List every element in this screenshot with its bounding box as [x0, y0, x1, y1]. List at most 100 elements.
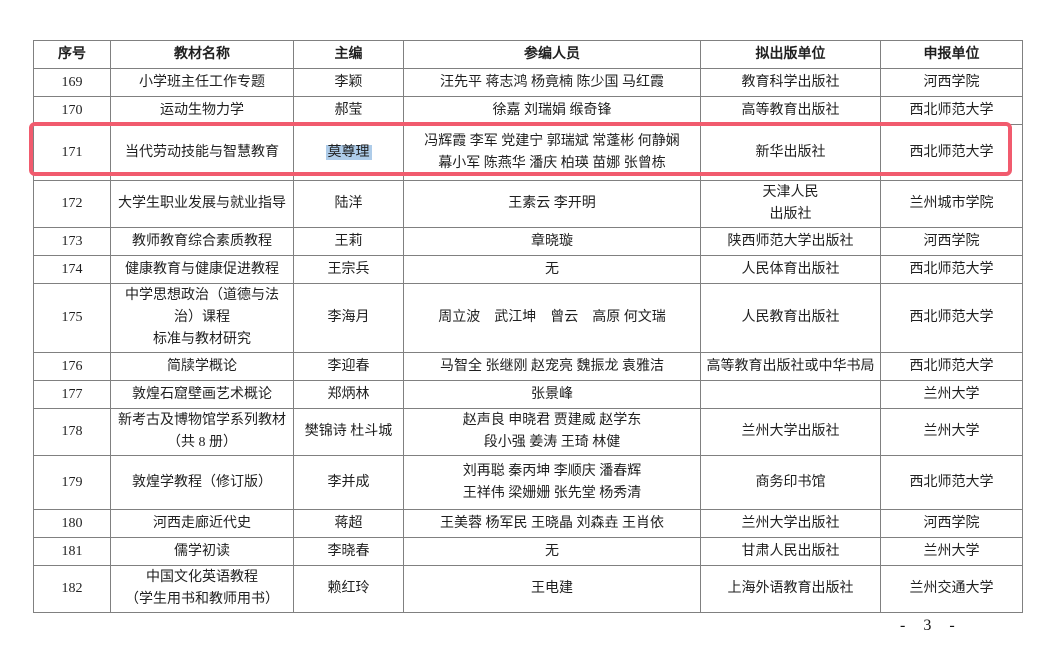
- table-row-171-highlighted: 171 当代劳动技能与智慧教育 莫尊理 冯辉霞 李军 党建宁 郭瑞斌 常蓬彬 何…: [33, 124, 1023, 181]
- cell-textbook-name: 敦煌石窟壁画艺术概论: [110, 380, 294, 409]
- col-header-textbook-name: 教材名称: [110, 40, 294, 69]
- cell-applicant: 西北师范大学: [880, 352, 1023, 381]
- cell-serial: 173: [33, 227, 111, 256]
- cell-serial: 175: [33, 283, 111, 353]
- cell-contributors: 王电建: [403, 565, 701, 613]
- cell-publisher: 人民教育出版社: [700, 283, 881, 353]
- cell-applicant: 西北师范大学: [880, 255, 1023, 284]
- cell-serial: 182: [33, 565, 111, 613]
- table-row-179: 179 敦煌学教程（修订版） 李并成 刘再聪 秦丙坤 李顺庆 潘春辉 王祥伟 梁…: [33, 455, 1023, 510]
- cell-contributors: 周立波 武江坤 曾云 高原 何文瑞: [403, 283, 701, 353]
- cell-chief-editor: 郑炳林: [293, 380, 404, 409]
- cell-chief-editor: 王宗兵: [293, 255, 404, 284]
- cell-serial: 174: [33, 255, 111, 284]
- cell-publisher: 人民体育出版社: [700, 255, 881, 284]
- cell-chief-editor: 李迎春: [293, 352, 404, 381]
- cell-publisher: 商务印书馆: [700, 455, 881, 510]
- cell-chief-editor: 赖红玲: [293, 565, 404, 613]
- cell-contributors: 无: [403, 255, 701, 284]
- cell-contributors: 王美蓉 杨军民 王晓晶 刘森垚 王肖依: [403, 509, 701, 538]
- table-row-172: 172 大学生职业发展与就业指导 陆洋 王素云 李开明 天津人民 出版社 兰州城…: [33, 180, 1023, 228]
- cell-contributors: 无: [403, 537, 701, 566]
- table-header-row: 序号 教材名称 主编 参编人员 拟出版单位 申报单位: [33, 40, 1023, 69]
- cell-textbook-name: 河西走廊近代史: [110, 509, 294, 538]
- cell-publisher: 新华出版社: [700, 124, 881, 181]
- cell-publisher: 教育科学出版社: [700, 68, 881, 97]
- cell-serial: 179: [33, 455, 111, 510]
- cell-chief-editor: 陆洋: [293, 180, 404, 228]
- cell-contributors: 汪先平 蒋志鸿 杨竟楠 陈少国 马红霞: [403, 68, 701, 97]
- cell-applicant: 西北师范大学: [880, 96, 1023, 125]
- cell-serial: 177: [33, 380, 111, 409]
- cell-publisher: 高等教育出版社或中华书局: [700, 352, 881, 381]
- table-row-170: 170 运动生物力学 郝莹 徐嘉 刘瑞娟 缑奇锋 高等教育出版社 西北师范大学: [33, 96, 1023, 125]
- cell-contributors: 张景峰: [403, 380, 701, 409]
- cell-serial: 170: [33, 96, 111, 125]
- cell-textbook-name: 健康教育与健康促进教程: [110, 255, 294, 284]
- cell-applicant: 兰州大学: [880, 408, 1023, 456]
- cell-applicant: 兰州大学: [880, 380, 1023, 409]
- cell-contributors: 冯辉霞 李军 党建宁 郭瑞斌 常蓬彬 何静娴 幕小军 陈燕华 潘庆 柏瑛 苗娜 …: [403, 124, 701, 181]
- textbook-table-wrapper: 序号 教材名称 主编 参编人员 拟出版单位 申报单位 169 小学班主任工作专题…: [29, 40, 1023, 613]
- cell-textbook-name: 儒学初读: [110, 537, 294, 566]
- col-header-applicant: 申报单位: [880, 40, 1023, 69]
- textbook-approval-table: 序号 教材名称 主编 参编人员 拟出版单位 申报单位 169 小学班主任工作专题…: [33, 40, 1023, 613]
- table-row-181: 181 儒学初读 李晓春 无 甘肃人民出版社 兰州大学: [33, 537, 1023, 566]
- cell-chief-editor: 李并成: [293, 455, 404, 510]
- cell-chief-editor: 王莉: [293, 227, 404, 256]
- cell-textbook-name: 小学班主任工作专题: [110, 68, 294, 97]
- cell-textbook-name: 大学生职业发展与就业指导: [110, 180, 294, 228]
- cell-applicant: 河西学院: [880, 227, 1023, 256]
- cell-publisher: 高等教育出版社: [700, 96, 881, 125]
- cell-textbook-name: 当代劳动技能与智慧教育: [110, 124, 294, 181]
- cell-textbook-name: 敦煌学教程（修订版）: [110, 455, 294, 510]
- cell-chief-editor: 李颖: [293, 68, 404, 97]
- cell-textbook-name: 运动生物力学: [110, 96, 294, 125]
- cell-applicant: 西北师范大学: [880, 283, 1023, 353]
- table-row-176: 176 简牍学概论 李迎春 马智全 张继刚 赵宠亮 魏振龙 袁雅洁 高等教育出版…: [33, 352, 1023, 381]
- cell-serial: 178: [33, 408, 111, 456]
- cell-serial: 172: [33, 180, 111, 228]
- col-header-publisher: 拟出版单位: [700, 40, 881, 69]
- page-number: - 3 -: [900, 617, 956, 634]
- cell-applicant: 西北师范大学: [880, 455, 1023, 510]
- cell-chief-editor: 李海月: [293, 283, 404, 353]
- cell-applicant: 河西学院: [880, 509, 1023, 538]
- cell-textbook-name: 简牍学概论: [110, 352, 294, 381]
- table-row-173: 173 教师教育综合素质教程 王莉 章晓璇 陕西师范大学出版社 河西学院: [33, 227, 1023, 256]
- cell-applicant: 兰州城市学院: [880, 180, 1023, 228]
- cell-applicant: 兰州交通大学: [880, 565, 1023, 613]
- cell-applicant: 河西学院: [880, 68, 1023, 97]
- cell-publisher: 兰州大学出版社: [700, 408, 881, 456]
- cell-chief-editor: 莫尊理: [293, 124, 404, 181]
- cell-serial: 171: [33, 124, 111, 181]
- table-row-174: 174 健康教育与健康促进教程 王宗兵 无 人民体育出版社 西北师范大学: [33, 255, 1023, 284]
- table-row-182: 182 中国文化英语教程 （学生用书和教师用书） 赖红玲 王电建 上海外语教育出…: [33, 565, 1023, 613]
- cell-contributors: 徐嘉 刘瑞娟 缑奇锋: [403, 96, 701, 125]
- cell-textbook-name: 新考古及博物馆学系列教材 （共 8 册）: [110, 408, 294, 456]
- table-row-178: 178 新考古及博物馆学系列教材 （共 8 册） 樊锦诗 杜斗城 赵声良 申晓君…: [33, 408, 1023, 456]
- col-header-serial: 序号: [33, 40, 111, 69]
- cell-serial: 169: [33, 68, 111, 97]
- table-row-180: 180 河西走廊近代史 蒋超 王美蓉 杨军民 王晓晶 刘森垚 王肖依 兰州大学出…: [33, 509, 1023, 538]
- cell-contributors: 马智全 张继刚 赵宠亮 魏振龙 袁雅洁: [403, 352, 701, 381]
- cell-textbook-name: 中学思想政治（道德与法治）课程 标准与教材研究: [110, 283, 294, 353]
- cell-contributors: 章晓璇: [403, 227, 701, 256]
- cell-chief-editor: 蒋超: [293, 509, 404, 538]
- cell-publisher: 陕西师范大学出版社: [700, 227, 881, 256]
- selected-text-chief-editor[interactable]: 莫尊理: [325, 144, 372, 160]
- col-header-chief-editor: 主编: [293, 40, 404, 69]
- cell-serial: 180: [33, 509, 111, 538]
- col-header-contributors: 参编人员: [403, 40, 701, 69]
- cell-contributors: 王素云 李开明: [403, 180, 701, 228]
- cell-chief-editor: 樊锦诗 杜斗城: [293, 408, 404, 456]
- cell-contributors: 赵声良 申晓君 贾建威 赵学东 段小强 姜涛 王琦 林健: [403, 408, 701, 456]
- cell-publisher: 上海外语教育出版社: [700, 565, 881, 613]
- cell-contributors: 刘再聪 秦丙坤 李顺庆 潘春辉 王祥伟 梁姗姗 张先堂 杨秀清: [403, 455, 701, 510]
- table-row-169: 169 小学班主任工作专题 李颖 汪先平 蒋志鸿 杨竟楠 陈少国 马红霞 教育科…: [33, 68, 1023, 97]
- cell-serial: 176: [33, 352, 111, 381]
- cell-publisher: 天津人民 出版社: [700, 180, 881, 228]
- cell-publisher: 甘肃人民出版社: [700, 537, 881, 566]
- cell-serial: 181: [33, 537, 111, 566]
